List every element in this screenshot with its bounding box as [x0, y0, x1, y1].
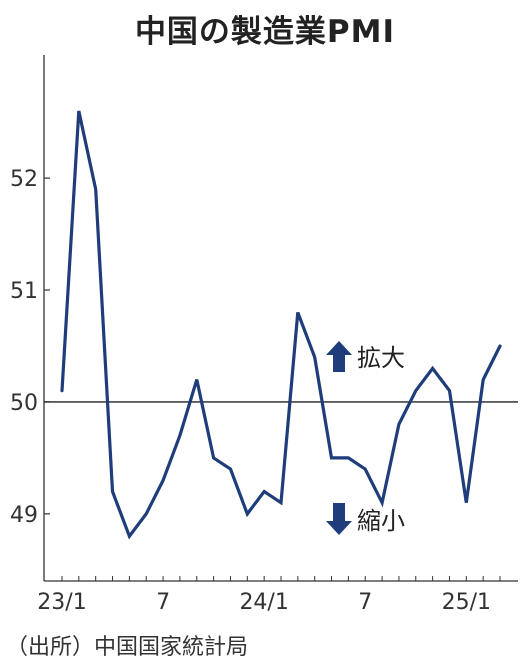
down-arrow-icon: [326, 503, 352, 535]
pmi-series-line: [60, 110, 502, 540]
up-arrow-icon: [326, 341, 352, 372]
y-tick-label: 49: [10, 503, 38, 528]
x-tick-label: 25/1: [442, 590, 491, 615]
y-tick-label: 50: [10, 391, 38, 416]
y-tick-label: 51: [10, 279, 38, 304]
x-tick-label: 23/1: [37, 590, 86, 615]
y-tick-label: 52: [10, 167, 38, 192]
source-note: （出所）中国国家統計局: [6, 635, 249, 660]
axes: 49 50 51 52 23/1 7 24/1 7 25/1: [10, 55, 518, 615]
x-tick-label: 7: [358, 590, 372, 615]
annotation-expansion: 拡大: [357, 344, 405, 372]
x-tick-label: 24/1: [239, 590, 288, 615]
series-group: [60, 110, 502, 540]
annotation-contraction: 縮小: [357, 507, 405, 535]
x-tick-label: 7: [156, 590, 170, 615]
chart-title: 中国の製造業PMI: [134, 14, 396, 50]
